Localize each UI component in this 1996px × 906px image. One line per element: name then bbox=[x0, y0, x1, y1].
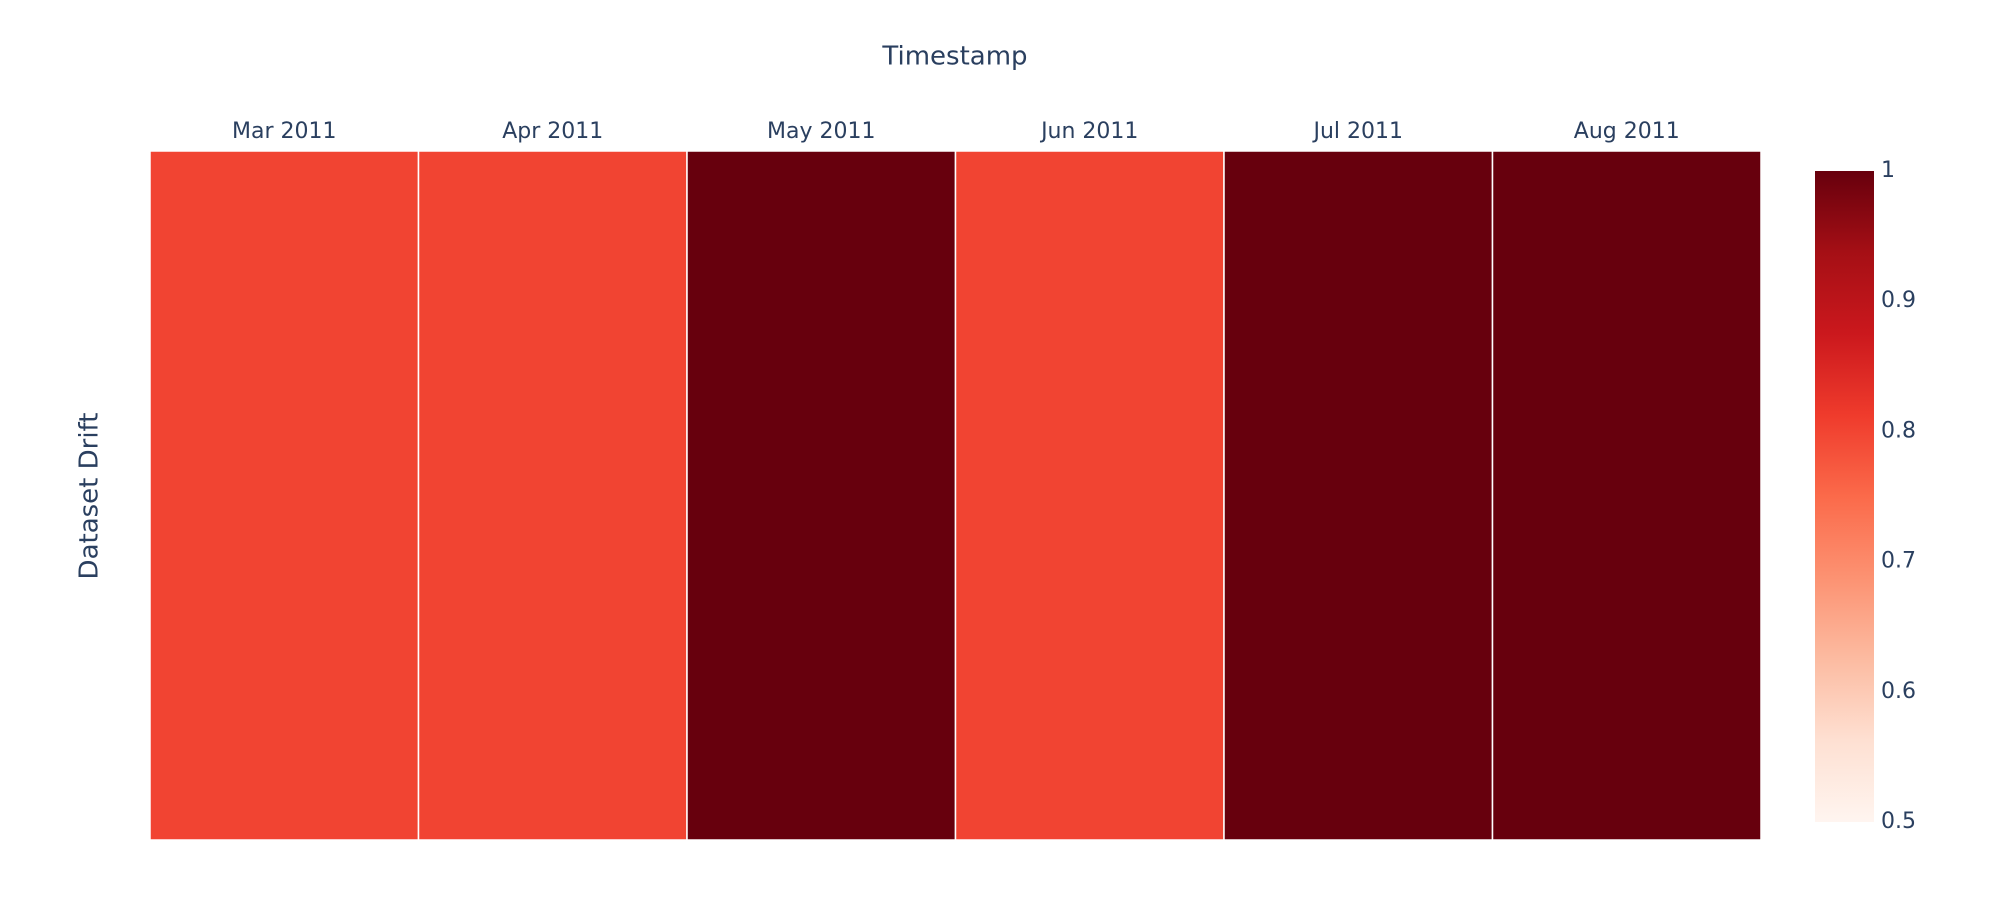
x-tick-label: Jun 2011 bbox=[1039, 119, 1138, 144]
x-tick-label: May 2011 bbox=[767, 119, 875, 144]
heatmap-cell bbox=[686, 150, 957, 841]
colorbar bbox=[1815, 171, 1874, 822]
heatmap-cell bbox=[417, 150, 688, 841]
x-tick-label: Jul 2011 bbox=[1311, 119, 1403, 144]
x-tick-label: Apr 2011 bbox=[502, 119, 603, 144]
x-tick-label: Mar 2011 bbox=[232, 119, 337, 144]
x-axis-title: Timestamp bbox=[881, 42, 1027, 72]
heatmap-cell bbox=[1491, 150, 1762, 841]
y-axis-title: Dataset Drift bbox=[75, 413, 105, 580]
colorbar-tick-label: 0.5 bbox=[1881, 809, 1916, 834]
x-tick-label: Aug 2011 bbox=[1574, 119, 1680, 144]
colorbar-tick-label: 0.6 bbox=[1881, 679, 1916, 704]
colorbar-tick-label: 1 bbox=[1881, 158, 1895, 183]
colorbar-tick-label: 0.7 bbox=[1881, 549, 1916, 574]
heatmap-cell bbox=[1223, 150, 1494, 841]
heatmap-cell bbox=[954, 150, 1225, 841]
colorbar-tick-label: 0.8 bbox=[1881, 418, 1916, 443]
heatmap-cell bbox=[149, 150, 420, 841]
colorbar-tick-label: 0.9 bbox=[1881, 288, 1916, 313]
